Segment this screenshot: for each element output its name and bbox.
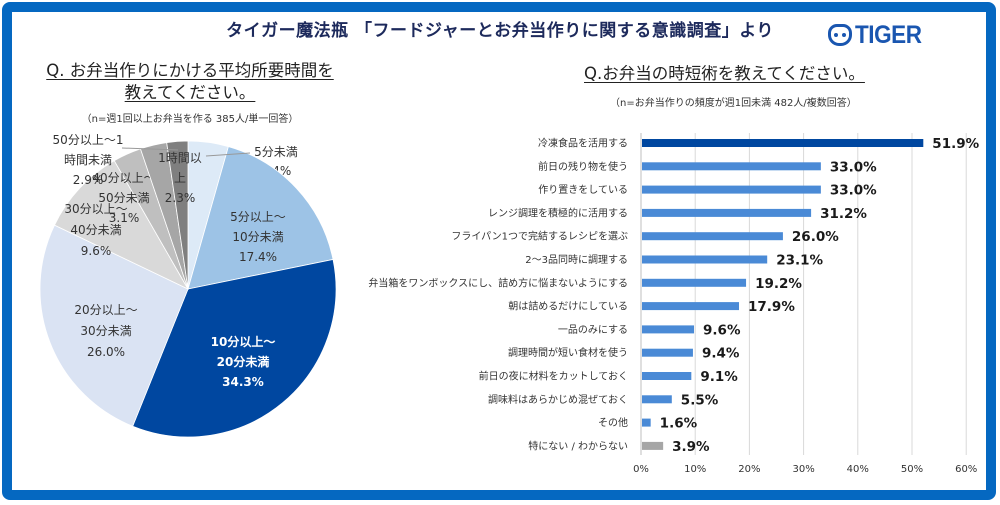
pie-label-line: 時間未満 [64, 153, 112, 167]
pie-label-line: 5分未満 [254, 145, 298, 159]
pie-label-line: 3.1% [109, 211, 140, 225]
bar [642, 162, 821, 171]
pie-label-line: 9.6% [81, 244, 112, 258]
pie-label-line: 1時間以 [158, 151, 202, 165]
pie-chart-title: Q. お弁当作りにかける平均所要時間を 教えてください。 [30, 60, 350, 104]
bar-value-label: 9.6% [703, 322, 741, 338]
bar-value-label: 3.9% [672, 439, 710, 455]
pie-slice-label: 30分以上〜 40分未満 9.6% [64, 202, 127, 258]
bar [642, 372, 692, 380]
pie-leader-line [205, 152, 251, 157]
bar-chart: 0% 10% 20% 30% 40% 50% 60% 冷凍食品を活用する 51.9% 前日の残り物… [368, 133, 980, 475]
x-tick-label: 50% [901, 464, 923, 475]
pie-label-line: 10分未満 [232, 230, 283, 244]
bar-category-label: 朝は詰めるだけにしている [508, 300, 628, 313]
bar-category-label: 一品のみにする [558, 324, 628, 336]
bar-category-label: 前日の残り物を使う [538, 160, 628, 173]
pie-label-line: 2.3% [165, 191, 196, 205]
bar-value-label: 51.9% [932, 136, 979, 152]
bar-category-label: 前日の夜に材料をカットしておく [479, 370, 628, 383]
pie-slice-label: 10分以上〜 20分未満 34.3% [211, 334, 276, 389]
pie-label-line: 50分以上〜1 [53, 133, 124, 147]
pie-slice-label: 50分以上〜1 時間未満 2.9% [53, 133, 124, 187]
bar-category-label: 特にない / わからない [528, 440, 628, 452]
bar-value-label: 1.6% [660, 416, 698, 432]
x-tick-label: 10% [684, 464, 706, 475]
bar-category-label: レンジ調理を積極的に活用する [488, 206, 628, 219]
pie-label-line: 17.4% [239, 250, 277, 264]
pie-label-line: 2.9% [73, 173, 104, 187]
x-tick-label: 30% [792, 464, 814, 475]
bar-value-label: 5.5% [681, 392, 719, 408]
bar-category-label: 弁当箱をワンボックスにし、詰め方に悩まないようにする [368, 276, 628, 289]
bar [642, 208, 812, 217]
pie-slice [187, 146, 334, 290]
pie-leader-line [121, 147, 179, 151]
pie-slice-label: 20分以上〜 30分未満 26.0% [74, 303, 137, 359]
bar-value-label: 17.9% [748, 299, 795, 315]
bar-category-label: フライパン1つで完結するレシピを選ぶ [451, 230, 628, 243]
bar-category-label: 冷凍食品を活用する [538, 137, 628, 150]
pie-label-line: 26.0% [87, 345, 125, 359]
bar-value-label: 9.1% [700, 369, 738, 385]
pie-title-line-2: 教えてください。 [124, 83, 256, 102]
bar [642, 348, 693, 357]
pie-label-line: 30分未満 [80, 324, 131, 338]
pie-slice [53, 160, 189, 290]
bar [642, 441, 664, 450]
bar-category-label: 2〜3品同時に調理する [525, 253, 628, 266]
pie-slice-label: 5分以上〜 10分未満 17.4% [230, 210, 286, 264]
pie-label-line: 34.3% [222, 375, 264, 389]
tiger-face-icon [828, 24, 852, 46]
bar-value-label: 26.0% [792, 229, 839, 245]
bar [642, 255, 768, 264]
pie-label-line: 10分以上〜 [211, 334, 276, 349]
pie-label-line: 20分以上〜 [74, 303, 137, 317]
bar-value-label: 31.2% [820, 206, 867, 222]
bar [642, 232, 783, 241]
pie-label-line: 5分以上〜 [230, 210, 286, 224]
bar-category-label: 調味料はあらかじめ混ぜておく [488, 393, 628, 406]
bar-category-label: その他 [598, 416, 628, 429]
bar [642, 325, 695, 334]
bar-value-label: 33.0% [830, 183, 877, 199]
bar-value-label: 19.2% [755, 276, 802, 292]
pie-label-line: 40分以上〜 [92, 171, 155, 185]
x-tick-label: 40% [847, 464, 869, 475]
pie-slice [166, 140, 189, 290]
bar [642, 278, 747, 287]
tiger-logo: TIGER [828, 20, 929, 49]
logo-text: TIGER [855, 20, 922, 49]
pie-chart: 5分未満4.4%5分以上〜10分未満17.4%10分以上〜20分未満34.3%2… [39, 133, 337, 438]
bar-category-label: 調理時間が短い食材を使う [508, 346, 628, 359]
bar-category-label: 作り置きをしている [538, 184, 628, 196]
bar [642, 418, 651, 427]
bar [642, 395, 672, 404]
bar [642, 185, 821, 194]
x-tick-label: 0% [633, 464, 649, 475]
bar-chart-title: Q.お弁当の時短術を教えてください。 [560, 60, 920, 84]
pie-title-line-1: Q. お弁当作りにかける平均所要時間を [46, 61, 334, 80]
bar-value-label: 23.1% [776, 253, 823, 269]
x-tick-label: 60% [955, 464, 977, 475]
pie-slice [39, 224, 189, 427]
bar-value-label: 33.0% [830, 159, 877, 175]
bar-title-text: Q.お弁当の時短術を教えてください。 [584, 64, 865, 83]
pie-label-line: 50分未満 [98, 191, 149, 205]
bar [642, 302, 740, 311]
pie-slice [132, 258, 337, 438]
page-title: タイガー魔法瓶 「フードジャーとお弁当作りに関する意識調査」より [226, 21, 774, 41]
bar [642, 139, 924, 147]
x-tick-label: 20% [738, 464, 760, 475]
pie-slice-label: 1時間以上 2.3% [158, 151, 202, 205]
pie-slice-label: 40分以上〜 50分未満 3.1% [92, 171, 155, 225]
pie-label-line: 20分未満 [217, 354, 270, 369]
bar-chart-subtitle: （n=お弁当作りの頻度が週1回未満 482人/複数回答） [610, 98, 857, 109]
bar-value-label: 9.4% [702, 346, 740, 362]
pie-label-line: 40分未満 [70, 223, 121, 237]
pie-label-line: 30分以上〜 [64, 202, 127, 216]
pie-label-line: 上 [174, 171, 186, 185]
pie-chart-subtitle: （n=週1回以上お弁当を作る 385人/単一回答） [81, 114, 299, 125]
